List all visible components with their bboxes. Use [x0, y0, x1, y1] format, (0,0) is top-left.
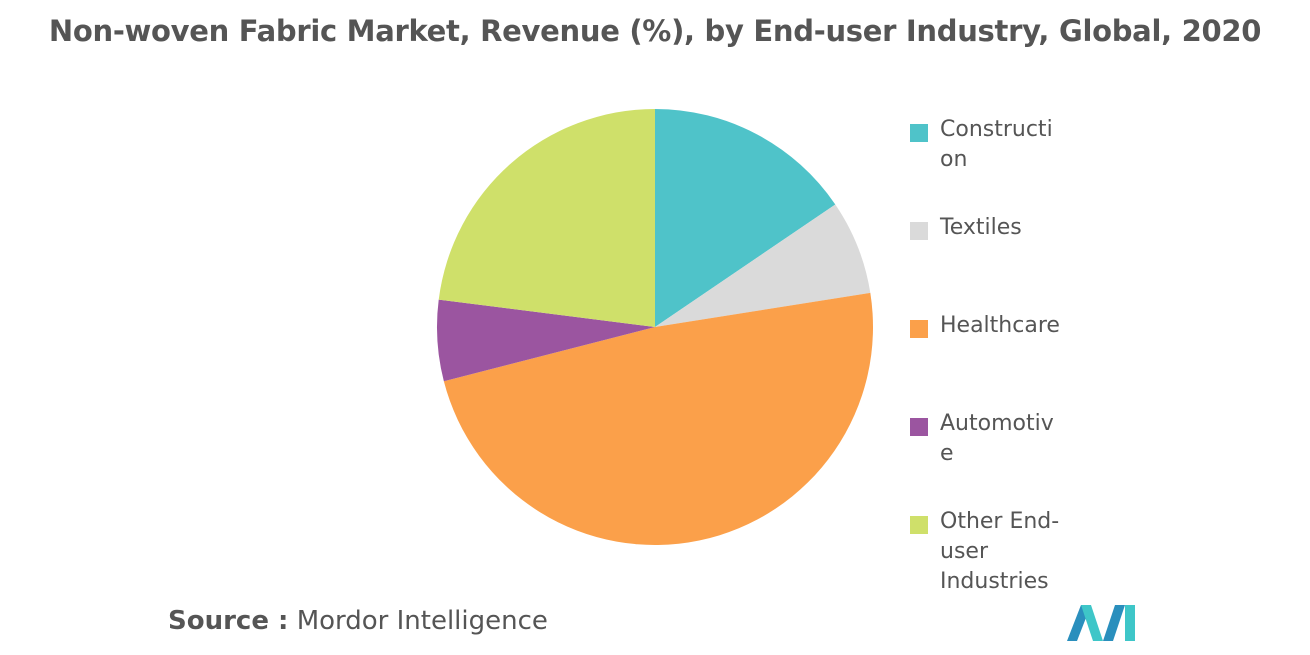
legend-item-other: Other End-user Industries: [910, 507, 1065, 597]
pie-slice-automotive: [437, 299, 655, 382]
legend-label-textiles: Textiles: [940, 215, 1022, 240]
source-text: Mordor Intelligence: [296, 606, 548, 636]
legend-swatch-automotive: [910, 418, 928, 436]
legend-swatch-construction: [910, 124, 928, 142]
chart-title: Non-woven Fabric Market, Revenue (%), by…: [48, 14, 1262, 48]
legend-label-automotive: Automotive: [940, 411, 1054, 466]
legend-item-textiles: Textiles: [910, 213, 1065, 243]
source-note: Source : Mordor Intelligence: [168, 606, 548, 636]
legend-swatch-healthcare: [910, 320, 928, 338]
pie-slice-other-end-user-industries: [438, 109, 655, 327]
legend-swatch-textiles: [910, 222, 928, 240]
pie-slice-construction: [655, 109, 836, 327]
legend-item-automotive: Automotive: [910, 409, 1065, 469]
legend-item-construction: Construction: [910, 115, 1065, 175]
legend-swatch-other: [910, 516, 928, 534]
legend-label-healthcare: Healthcare: [940, 313, 1060, 338]
pie-slice-textiles: [655, 204, 871, 327]
legend-label-construction: Construction: [940, 117, 1053, 172]
mordor-intelligence-logo-icon: [1067, 605, 1135, 641]
legend-label-other: Other End-user Industries: [940, 509, 1060, 594]
pie-slice-healthcare: [443, 292, 874, 546]
source-label: Source :: [168, 606, 289, 636]
legend-item-healthcare: Healthcare: [910, 311, 1065, 341]
